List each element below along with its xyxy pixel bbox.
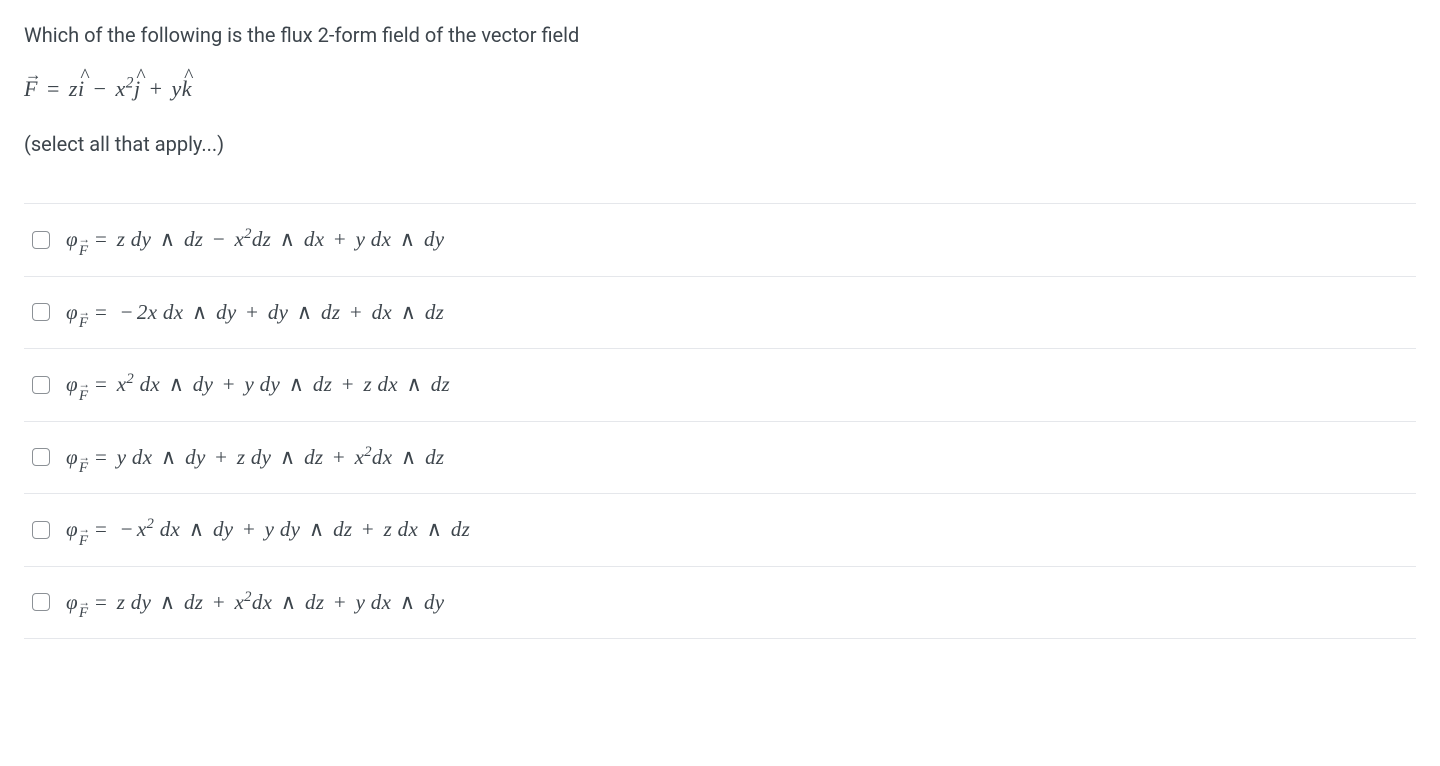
- option-row: φF = z dy ∧ dz + x2dx ∧ dz + y dx ∧ dy: [24, 567, 1416, 640]
- option-formula: φF = z dy ∧ dz − x2dz ∧ dx + y dx ∧ dy: [66, 224, 444, 256]
- option-formula: φF = z dy ∧ dz + x2dx ∧ dz + y dx ∧ dy: [66, 587, 444, 619]
- option-checkbox[interactable]: [32, 521, 50, 539]
- question-formula: F = zi − x2j + yk: [24, 72, 1416, 105]
- option-formula: φF = y dx ∧ dy + z dy ∧ dz + x2dx ∧ dz: [66, 442, 444, 474]
- option-checkbox[interactable]: [32, 593, 50, 611]
- option-checkbox[interactable]: [32, 231, 50, 249]
- question-hint: (select all that apply...): [24, 129, 1416, 159]
- option-row: φF = −x2 dx ∧ dy + y dy ∧ dz + z dx ∧ dz: [24, 494, 1416, 567]
- option-row: φF = z dy ∧ dz − x2dz ∧ dx + y dx ∧ dy: [24, 204, 1416, 277]
- option-formula: φF = −2x dx ∧ dy + dy ∧ dz + dx ∧ dz: [66, 297, 444, 329]
- option-checkbox[interactable]: [32, 303, 50, 321]
- option-formula: φF = −x2 dx ∧ dy + y dy ∧ dz + z dx ∧ dz: [66, 514, 470, 546]
- option-row: φF = −2x dx ∧ dy + dy ∧ dz + dx ∧ dz: [24, 277, 1416, 350]
- option-row: φF = x2 dx ∧ dy + y dy ∧ dz + z dx ∧ dz: [24, 349, 1416, 422]
- option-checkbox[interactable]: [32, 376, 50, 394]
- option-row: φF = y dx ∧ dy + z dy ∧ dz + x2dx ∧ dz: [24, 422, 1416, 495]
- option-formula: φF = x2 dx ∧ dy + y dy ∧ dz + z dx ∧ dz: [66, 369, 450, 401]
- options-list: φF = z dy ∧ dz − x2dz ∧ dx + y dx ∧ dy φF…: [24, 203, 1416, 639]
- question-prompt: Which of the following is the flux 2-for…: [24, 20, 1416, 50]
- option-checkbox[interactable]: [32, 448, 50, 466]
